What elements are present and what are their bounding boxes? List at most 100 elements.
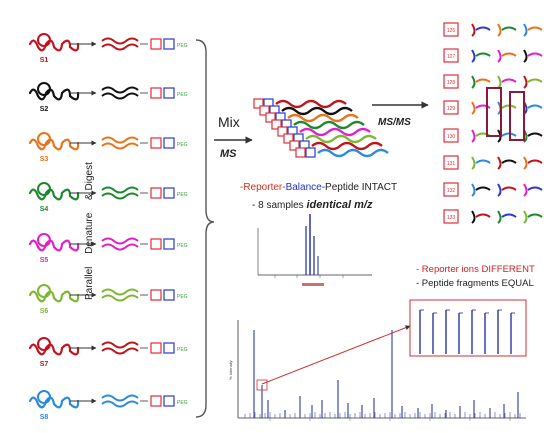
identical-line: - 8 samples identical m/z	[252, 199, 373, 211]
reporter-ion-box	[443, 74, 459, 89]
reporter-fragment-row: 132	[443, 182, 543, 197]
reporter-tag	[150, 187, 162, 199]
fragment-squiggle	[523, 156, 528, 170]
balance-tag	[163, 137, 175, 149]
svg-text:127: 127	[447, 54, 456, 60]
reporter-ion-box	[443, 182, 459, 197]
sample-row: S6 PEG	[28, 284, 188, 315]
peptide-fragment	[101, 341, 139, 349]
reporter-tag	[150, 395, 162, 407]
fragment-squiggle	[471, 101, 476, 115]
fragment-squiggle	[471, 49, 476, 63]
balance-tag	[163, 87, 175, 99]
fragment-squiggle	[471, 23, 476, 37]
peptide-fragment	[101, 288, 139, 296]
fragment-squiggle	[497, 49, 502, 63]
protein-icon	[28, 396, 80, 409]
peptide-fragment	[101, 394, 139, 402]
balance-tag	[163, 38, 175, 50]
reporter-fragment-row: 128	[443, 74, 543, 89]
sample-row: S4 PEG	[28, 182, 188, 213]
fragment-squiggle	[471, 183, 476, 197]
balance-tag	[163, 395, 175, 407]
fragment-squiggle	[523, 183, 528, 197]
reporter-ion-box	[443, 100, 459, 115]
ms-label: MS	[220, 148, 237, 160]
peptide-fragment	[101, 86, 139, 94]
sample-row: S7 PEG	[28, 337, 188, 368]
svg-text:128: 128	[447, 80, 456, 86]
msms-label: MS/MS	[378, 117, 411, 128]
sample-label: S4	[40, 206, 49, 213]
reporter-tag	[150, 289, 162, 301]
reporter-diff-text: - Reporter ions DIFFERENT	[416, 264, 535, 275]
fragment-squiggle	[497, 23, 502, 37]
protein-icon	[28, 188, 80, 201]
reporter-tag	[150, 342, 162, 354]
reporter-ion-box	[443, 22, 459, 37]
sample-label: S7	[40, 361, 49, 368]
sample-row: S1 PEG	[28, 33, 188, 64]
svg-text:132: 132	[447, 188, 456, 194]
peptide-tag: PEG	[177, 142, 188, 148]
fragment-column: 126 127 128 129 130 131 132 133	[443, 22, 543, 224]
sample-label: S6	[40, 308, 49, 315]
peptide-fragment	[101, 237, 139, 245]
step-digest: & Digest	[84, 162, 95, 200]
sample-column: S1 PEG S2 PEG S3 PEG S4 PEG S5 PEG S6 PEG S7 PEG S8 PEG	[28, 33, 188, 421]
fragment-squiggle	[497, 210, 502, 224]
protein-icon	[28, 343, 80, 356]
ms1-spectrum	[257, 214, 372, 286]
balance-tag	[163, 187, 175, 199]
process-steps-label: Parallel Denature & Digest	[84, 162, 95, 300]
peptide-tag: PEG	[177, 347, 188, 353]
peptide-fragment	[101, 243, 139, 251]
peptide-tag: PEG	[177, 294, 188, 300]
peptide-tag: PEG	[177, 43, 188, 49]
fragment-squiggle	[471, 75, 476, 89]
sample-label: S3	[40, 156, 49, 163]
highlight-box	[486, 87, 502, 137]
stacked-peptide	[295, 147, 389, 158]
svg-text:Parallel Denature: Parallel Denature & Digest	[84, 162, 95, 300]
fragment-squiggle	[523, 49, 528, 63]
peptide-fragment	[101, 142, 139, 150]
reporter-ion-box	[443, 48, 459, 63]
peptide-fragment	[101, 43, 139, 51]
balance-tag	[163, 238, 175, 250]
fragment-squiggle	[523, 210, 528, 224]
peptide-tag: PEG	[177, 92, 188, 98]
reporter-fragment-row: 126	[443, 22, 543, 37]
stacked-peptide	[289, 140, 383, 151]
peptide-tag: PEG	[177, 192, 188, 198]
svg-text:133: 133	[447, 215, 456, 221]
sample-row: S8 PEG	[28, 390, 188, 421]
svg-text:131: 131	[447, 161, 456, 167]
reporter-fragment-row: 131	[443, 155, 543, 170]
svg-text:% Intensity: % Intensity	[228, 360, 233, 380]
reporter-tag	[150, 87, 162, 99]
sample-row: S5 PEG	[28, 233, 188, 264]
peptide-fragment	[101, 400, 139, 408]
svg-text:126: 126	[447, 28, 456, 34]
step-parallel: Parallel	[84, 267, 95, 300]
peptide-fragment	[101, 294, 139, 302]
fragment-squiggle	[471, 156, 476, 170]
intact-line: -Reporter-Balance-Peptide INTACT	[240, 182, 397, 193]
reporter-fragment-row: 129	[443, 100, 543, 115]
reporter-tag	[150, 137, 162, 149]
peptide-equal-text: - Peptide fragments EQUAL	[416, 278, 534, 289]
peptide-tag: PEG	[177, 400, 188, 406]
reporter-ion-box	[443, 209, 459, 224]
reporter-tag	[150, 38, 162, 50]
fragment-squiggle	[471, 210, 476, 224]
sample-label: S5	[40, 257, 49, 264]
peptide-fragment	[101, 347, 139, 355]
mix-bracket	[195, 39, 215, 418]
sample-label: S1	[40, 57, 49, 64]
protein-icon	[28, 88, 80, 101]
fragment-squiggle	[497, 156, 502, 170]
sample-row: S2 PEG	[28, 82, 188, 113]
fragment-squiggle	[497, 75, 502, 89]
